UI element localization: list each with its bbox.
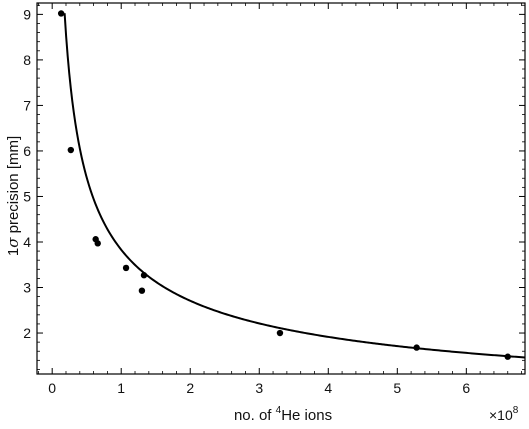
data-point [140,272,148,279]
y-tick-label: 4 [23,234,31,250]
data-point [276,329,284,337]
y-tick-label: 9 [23,6,31,22]
data-point [504,353,511,360]
x-tick-label: 3 [255,380,263,396]
y-axis-label: 1σ precision [mm] [4,136,22,256]
x-tick-label: 0 [48,380,56,396]
data-point [67,146,75,154]
y-tick-label: 5 [23,188,31,204]
data-point [57,10,65,17]
x-axis-label: no. of 4He ions [234,405,332,424]
x-tick-label: 2 [186,380,194,396]
plot-frame [36,2,526,375]
x-tick-label: 5 [393,380,401,396]
data-point [94,240,101,247]
data-point [138,287,146,294]
x-tick-label: 1 [117,380,125,396]
y-tick-label: 8 [23,52,31,68]
x-tick-label: 4 [324,380,332,396]
data-point [413,344,420,351]
data-points [57,10,511,360]
x-tick-label: 6 [462,380,470,396]
x-axis-ticks: 0 1 2 3 4 5 6 [37,3,522,396]
fit-curve [63,13,526,359]
y-tick-label: 6 [23,143,31,159]
y-axis-ticks: 2 3 4 5 6 7 8 9 [23,4,525,370]
y-tick-label: 7 [23,97,31,113]
data-point [122,264,130,272]
x-axis-multiplier: ×108 [489,405,519,423]
y-tick-label: 2 [23,325,31,341]
y-tick-label: 3 [23,280,31,296]
